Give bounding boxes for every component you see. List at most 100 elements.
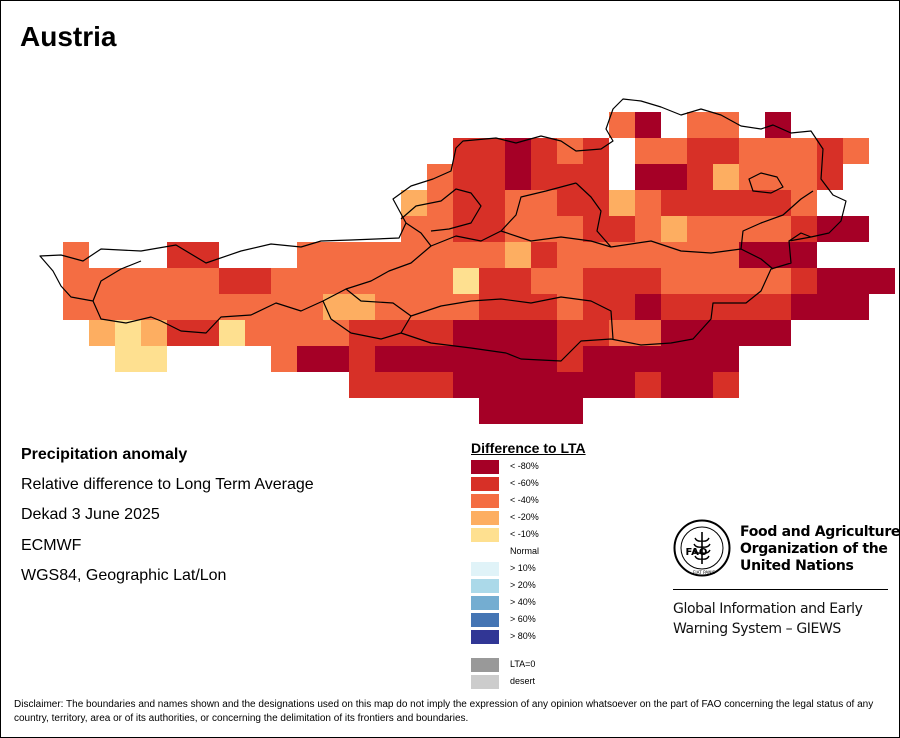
grid-cell — [687, 294, 713, 320]
grid-cell — [167, 320, 193, 346]
grid-cell — [557, 190, 583, 216]
grid-cell — [505, 320, 531, 346]
grid-cell — [843, 216, 869, 242]
grid-cell — [739, 138, 765, 164]
grid-cell — [557, 320, 583, 346]
legend-swatch — [471, 460, 499, 474]
boundary-line — [748, 172, 784, 194]
grid-cell — [661, 216, 687, 242]
grid-cell — [869, 268, 895, 294]
product-title: Precipitation anomaly — [21, 446, 188, 463]
legend-label: > 10% — [510, 563, 536, 573]
grid-cell — [297, 242, 323, 268]
grid-cell — [739, 268, 765, 294]
grid-cell — [401, 294, 427, 320]
legend-label: desert — [510, 676, 536, 686]
grid-cell — [349, 294, 375, 320]
anomaly-map — [39, 98, 895, 424]
grid-cell — [687, 242, 713, 268]
grid-cell — [817, 138, 843, 164]
grid-cell — [401, 346, 427, 372]
grid-cell — [531, 294, 557, 320]
product-projection: WGS84, Geographic Lat/Lon — [21, 567, 227, 584]
grid-cell — [635, 112, 661, 138]
grid-cell — [401, 268, 427, 294]
grid-cell — [115, 346, 141, 372]
grid-cell — [141, 346, 167, 372]
grid-cell — [687, 216, 713, 242]
grid-cell — [765, 164, 791, 190]
grid-cell — [765, 242, 791, 268]
grid-cell — [609, 190, 635, 216]
grid-cell — [609, 372, 635, 398]
grid-cell — [453, 320, 479, 346]
grid-cell — [531, 164, 557, 190]
grid-cell — [713, 294, 739, 320]
grid-cell — [817, 268, 843, 294]
product-source: ECMWF — [21, 537, 82, 554]
grid-cell — [635, 190, 661, 216]
legend-label: < -40% — [510, 495, 539, 505]
grid-cell — [401, 320, 427, 346]
grid-cell — [661, 164, 687, 190]
grid-cell — [505, 398, 531, 424]
legend-label: > 20% — [510, 580, 536, 590]
grid-cell — [375, 320, 401, 346]
grid-cell — [219, 268, 245, 294]
product-period: Dekad 3 June 2025 — [21, 506, 160, 523]
legend-label: > 60% — [510, 614, 536, 624]
grid-cell — [141, 268, 167, 294]
boundary-line — [410, 296, 614, 340]
grid-cell — [635, 346, 661, 372]
legend-label: > 80% — [510, 631, 536, 641]
grid-cell — [401, 372, 427, 398]
fao-divider — [673, 589, 888, 590]
legend-label: < -20% — [510, 512, 539, 522]
grid-cell — [375, 242, 401, 268]
grid-cell — [375, 294, 401, 320]
grid-cell — [375, 268, 401, 294]
legend-label: < -80% — [510, 461, 539, 471]
grid-cell — [505, 268, 531, 294]
grid-cell — [765, 268, 791, 294]
grid-cell — [505, 164, 531, 190]
grid-cell — [375, 372, 401, 398]
fao-logo-motto: FIAT PANIS — [693, 570, 716, 575]
grid-cell — [531, 242, 557, 268]
legend-swatch — [471, 562, 499, 576]
grid-cell — [635, 242, 661, 268]
grid-cell — [713, 268, 739, 294]
grid-cell — [687, 372, 713, 398]
grid-cell — [505, 294, 531, 320]
grid-cell — [531, 268, 557, 294]
grid-cell — [193, 294, 219, 320]
grid-cell — [271, 268, 297, 294]
grid-cell — [765, 112, 791, 138]
grid-cell — [739, 216, 765, 242]
legend-swatch — [471, 528, 499, 542]
grid-cell — [609, 346, 635, 372]
grid-cell — [453, 372, 479, 398]
grid-cell — [479, 372, 505, 398]
grid-cell — [141, 294, 167, 320]
grid-cell — [479, 190, 505, 216]
grid-cell — [713, 216, 739, 242]
grid-cell — [687, 112, 713, 138]
grid-cell — [583, 138, 609, 164]
grid-cell — [219, 320, 245, 346]
country-outline — [39, 98, 847, 362]
legend-swatch — [471, 613, 499, 627]
grid-cell — [479, 242, 505, 268]
grid-cell — [843, 268, 869, 294]
grid-cell — [687, 268, 713, 294]
grid-cell — [791, 294, 817, 320]
grid-cell — [453, 164, 479, 190]
grid-cell — [115, 268, 141, 294]
grid-cell — [297, 346, 323, 372]
grid-cell — [193, 242, 219, 268]
grid-cell — [713, 190, 739, 216]
grid-cell — [115, 294, 141, 320]
grid-cell — [791, 164, 817, 190]
boundary-line — [345, 288, 412, 334]
